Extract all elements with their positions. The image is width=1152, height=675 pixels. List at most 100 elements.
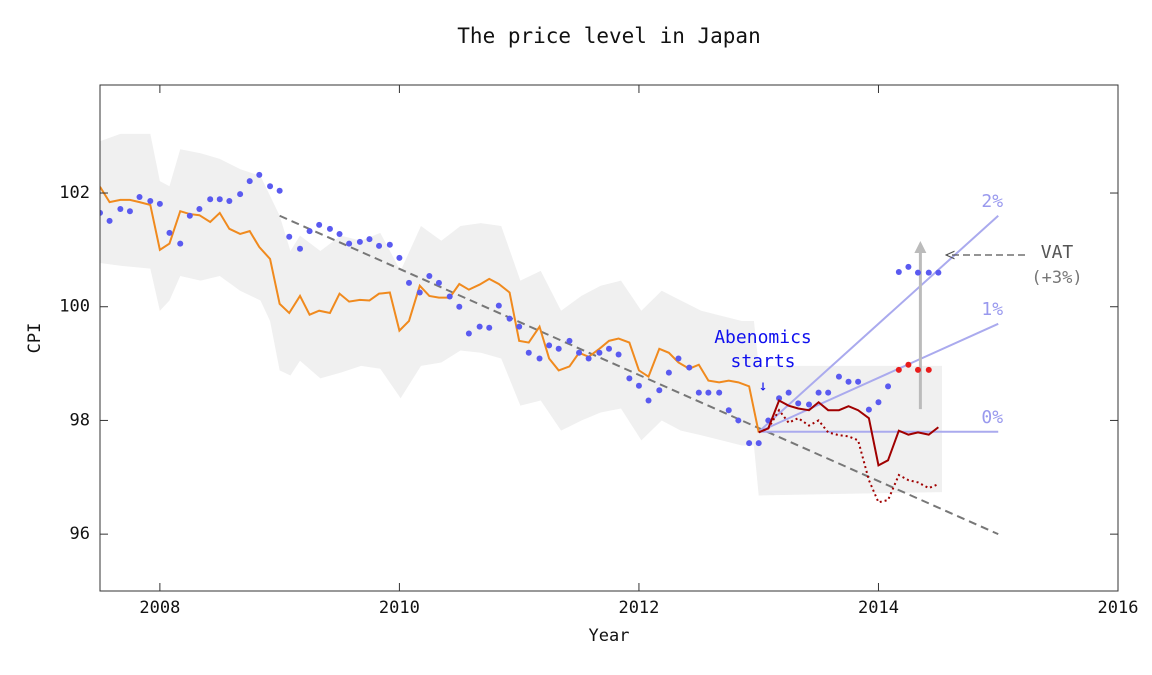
data-point: [546, 342, 553, 349]
data-point: [536, 355, 543, 362]
data-point: [735, 417, 742, 424]
data-point: [405, 279, 412, 286]
data-point: [177, 240, 184, 247]
data-point: [806, 401, 813, 408]
data-point: [905, 361, 912, 368]
data-point: [895, 366, 902, 373]
projection-label: 0%: [981, 407, 1003, 428]
data-point: [855, 378, 862, 385]
projection-line: [758, 215, 999, 433]
data-point: [465, 330, 472, 337]
data-point: [186, 212, 193, 219]
data-point: [865, 406, 872, 413]
data-point: [815, 389, 822, 396]
data-point: [875, 399, 882, 406]
data-point: [785, 389, 792, 396]
data-point: [376, 242, 383, 249]
annotation: starts: [730, 351, 795, 372]
annotation: (+3%): [1031, 268, 1082, 288]
series-line: [758, 399, 939, 467]
x-tick-label: 2008: [139, 598, 180, 618]
data-point: [196, 205, 203, 212]
data-point: [136, 194, 143, 201]
data-point: [795, 400, 802, 407]
data-point: [645, 397, 652, 404]
projection-label: 1%: [981, 299, 1003, 320]
data-point: [226, 197, 233, 204]
projection-label: 2%: [981, 191, 1003, 212]
data-point: [166, 229, 173, 236]
data-point: [426, 273, 433, 280]
data-point: [386, 241, 393, 248]
data-point: [216, 196, 223, 203]
annotation: ↓: [758, 377, 767, 395]
data-point: [755, 440, 762, 447]
data-point: [615, 351, 622, 358]
data-point: [147, 197, 154, 204]
data-point: [656, 387, 663, 394]
x-tick-label: 2012: [618, 598, 659, 618]
data-point: [126, 208, 133, 215]
data-point: [246, 178, 253, 185]
data-point: [267, 183, 274, 190]
data-point: [476, 323, 483, 330]
data-point: [686, 364, 693, 371]
data-point: [506, 315, 513, 322]
data-point: [585, 355, 592, 362]
data-point: [596, 349, 603, 356]
series-line: [758, 408, 939, 504]
data-point: [835, 373, 842, 380]
uncertainty-band: [100, 133, 942, 496]
data-point: [525, 349, 532, 356]
data-point: [914, 366, 921, 373]
data-point: [675, 355, 682, 362]
x-tick-label: 2014: [858, 598, 899, 618]
data-point: [416, 289, 423, 296]
data-point: [935, 269, 942, 276]
data-point: [100, 209, 103, 216]
data-point: [905, 263, 912, 270]
data-point: [346, 240, 353, 247]
data-point: [825, 389, 832, 396]
data-point: [566, 337, 573, 344]
annotation: Abenomics: [714, 327, 812, 348]
annotation: VAT: [1041, 242, 1074, 263]
data-point: [626, 375, 633, 382]
data-point: [695, 389, 702, 396]
data-point: [156, 200, 163, 207]
y-tick-label: 96: [70, 524, 90, 544]
series-line: [100, 186, 760, 433]
data-point: [237, 191, 244, 198]
y-tick-label: 102: [59, 183, 90, 203]
data-point: [316, 221, 323, 228]
chart-title: The price level in Japan: [457, 24, 760, 48]
data-point: [106, 217, 113, 224]
data-point: [925, 269, 932, 276]
data-point: [306, 228, 313, 235]
plot-frame: [99, 84, 1119, 592]
data-point: [256, 171, 263, 178]
data-point: [845, 378, 852, 385]
data-point: [117, 205, 124, 212]
data-point: [725, 407, 732, 414]
data-point: [286, 233, 293, 240]
trend-line: [279, 214, 999, 536]
data-point: [207, 196, 214, 203]
data-point: [895, 269, 902, 276]
data-point: [297, 245, 304, 252]
data-point: [435, 279, 442, 286]
data-point: [446, 293, 453, 300]
x-tick-label: 2010: [379, 598, 420, 618]
data-point: [516, 323, 523, 330]
data-point: [885, 383, 892, 390]
data-point: [746, 440, 753, 447]
data-point: [925, 366, 932, 373]
data-point: [576, 349, 583, 356]
x-axis-label: Year: [589, 626, 630, 646]
data-point: [635, 382, 642, 389]
data-point: [776, 395, 783, 402]
data-point: [495, 302, 502, 309]
data-point: [914, 269, 921, 276]
data-point: [555, 345, 562, 352]
